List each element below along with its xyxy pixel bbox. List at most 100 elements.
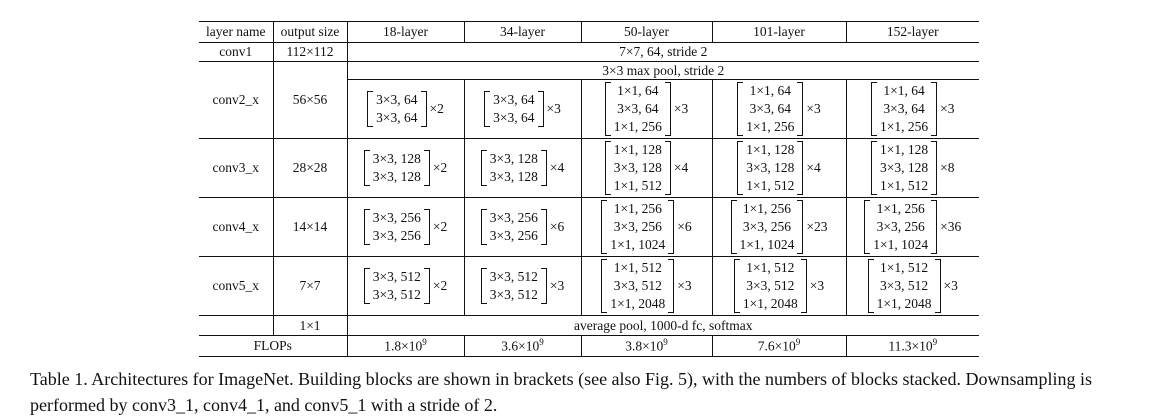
- block-cell: 1×1, 512 3×3, 512 1×1, 2048 ×3: [580, 256, 712, 316]
- block-multiplier: ×2: [432, 219, 448, 234]
- right-bracket: [934, 259, 941, 313]
- block-layer-line: 1×1, 2048: [876, 296, 932, 311]
- block-layer-line: 1×1, 64: [883, 83, 925, 98]
- block-layer-line: 3×3, 256: [489, 210, 538, 225]
- block-multiplier: ×2: [429, 101, 444, 116]
- block-layer-line: 1×1, 512: [746, 260, 795, 275]
- block-cell: 1×1, 512 3×3, 512 1×1, 2048 ×3: [845, 256, 979, 316]
- block-layer-line: 3×3, 64: [493, 92, 535, 107]
- block-bracket: 3×3, 128 3×3, 128: [480, 150, 547, 186]
- right-bracket: [797, 82, 804, 136]
- block-layer-line: 3×3, 64: [376, 110, 418, 125]
- block-layer-line: 1×1, 256: [746, 119, 795, 134]
- block-layer-line: 3×3, 64: [617, 101, 659, 116]
- right-bracket: [931, 200, 938, 254]
- block-layer-line: 3×3, 512: [489, 287, 538, 302]
- block-layer-line: 3×3, 128: [746, 160, 795, 175]
- block-cell: 1×1, 256 3×3, 256 1×1, 1024 ×23: [711, 197, 846, 257]
- bracketed-block: 1×1, 64 3×3, 64 1×1, 256 ×3: [871, 82, 955, 136]
- block-multiplier: ×6: [549, 219, 565, 234]
- output-size-cell: 28×28: [272, 138, 347, 198]
- right-bracket: [664, 82, 671, 136]
- layer-name-cell: [199, 315, 273, 336]
- block-layer-line: 3×3, 64: [883, 101, 925, 116]
- left-bracket: [484, 91, 491, 127]
- output-size-cell: 112×112: [272, 42, 347, 62]
- block-multiplier: ×4: [673, 160, 689, 175]
- flops-mantissa: 7.6×10: [757, 338, 796, 354]
- block-cell: 3×3, 512 3×3, 512 ×3: [463, 256, 581, 316]
- bracketed-block: 3×3, 512 3×3, 512 ×3: [480, 268, 564, 304]
- block-layer-line: 3×3, 256: [742, 219, 791, 234]
- pool-row: conv2_x 56×56 3×3 max pool, stride 2: [199, 61, 979, 139]
- left-bracket: [867, 259, 874, 313]
- left-bracket: [604, 141, 611, 195]
- layer-name-cell: conv5_x: [199, 256, 273, 316]
- layer-name-cell: conv2_x: [199, 61, 273, 139]
- right-bracket: [797, 200, 804, 254]
- output-size-cell: 14×14: [272, 197, 347, 257]
- right-bracket: [797, 141, 804, 195]
- block-layer-line: 1×1, 256: [613, 201, 662, 216]
- bracketed-block: 3×3, 64 3×3, 64 ×3: [484, 91, 561, 127]
- block-layer-line: 3×3, 512: [746, 278, 795, 293]
- right-bracket: [664, 141, 671, 195]
- bracketed-block: 1×1, 128 3×3, 128 1×1, 512 ×8: [871, 141, 955, 195]
- stage-row: conv4_x 14×14 3×3, 256 3×3, 256 ×2 3×3, 256 3×…: [199, 197, 979, 257]
- header-cell: output size: [272, 21, 347, 43]
- right-bracket: [420, 91, 427, 127]
- block-layer-line: 3×3, 128: [489, 151, 538, 166]
- block-cell: 1×1, 128 3×3, 128 1×1, 512 ×4: [580, 138, 712, 198]
- block-multiplier: ×6: [677, 219, 692, 234]
- block-bracket: 3×3, 64 3×3, 64: [367, 91, 427, 127]
- left-bracket: [363, 268, 370, 304]
- block-layer-line: 3×3, 512: [489, 269, 538, 284]
- block-cell: 1×1, 512 3×3, 512 1×1, 2048 ×3: [711, 256, 846, 316]
- flops-value-cell: 1.8×109: [346, 335, 464, 357]
- left-bracket: [604, 82, 611, 136]
- block-layer-line: 1×1, 1024: [873, 237, 929, 252]
- block-multiplier: ×3: [677, 278, 692, 293]
- right-bracket: [668, 259, 675, 313]
- header-cell: 50-layer: [580, 21, 712, 43]
- header-cell: layer name: [205, 24, 266, 39]
- right-bracket: [423, 150, 430, 186]
- flops-mantissa: 3.6×10: [501, 338, 540, 354]
- block-layer-line: 1×1, 64: [749, 83, 791, 98]
- block-layer-line: 1×1, 256: [876, 201, 925, 216]
- block-multiplier: ×3: [940, 101, 955, 116]
- block-multiplier: ×36: [940, 219, 962, 234]
- block-multiplier: ×23: [806, 219, 828, 234]
- block-layer-line: 1×1, 2048: [742, 296, 798, 311]
- block-multiplier: ×3: [546, 101, 561, 116]
- block-layer-line: 3×3, 128: [372, 169, 421, 184]
- layer-name-cell: conv4_x: [199, 197, 273, 257]
- bracketed-block: 3×3, 256 3×3, 256 ×2: [363, 209, 448, 245]
- left-bracket: [737, 141, 744, 195]
- block-layer-line: 1×1, 512: [880, 260, 929, 275]
- left-bracket: [601, 200, 608, 254]
- block-bracket: 1×1, 256 3×3, 256 1×1, 1024: [730, 200, 804, 254]
- bracketed-block: 1×1, 512 3×3, 512 1×1, 2048 ×3: [733, 259, 824, 313]
- block-layer-line: 1×1, 512: [746, 178, 795, 193]
- conv1-row: conv1 112×112 7×7, 64, stride 2: [199, 42, 979, 62]
- block-bracket: 1×1, 64 3×3, 64 1×1, 256: [737, 82, 804, 136]
- header-cell: 152-layer: [845, 21, 979, 43]
- block-layer-line: 3×3, 512: [613, 278, 662, 293]
- block-layer-line: 3×3, 64: [493, 110, 535, 125]
- block-multiplier: ×3: [806, 101, 821, 116]
- block-layer-line: 3×3, 128: [613, 160, 662, 175]
- block-cell: 3×3, 64 3×3, 64 ×2: [346, 79, 464, 139]
- block-bracket: 1×1, 128 3×3, 128 1×1, 512: [604, 141, 671, 195]
- block-bracket: 1×1, 256 3×3, 256 1×1, 1024: [601, 200, 675, 254]
- final-row: 1×1 average pool, 1000-d fc, softmax: [199, 315, 979, 336]
- right-bracket: [668, 200, 675, 254]
- block-bracket: 1×1, 512 3×3, 512 1×1, 2048: [867, 259, 941, 313]
- block-bracket: 1×1, 128 3×3, 128 1×1, 512: [737, 141, 804, 195]
- block-layer-line: 1×1, 512: [613, 178, 662, 193]
- block-cell: 3×3, 256 3×3, 256 ×2: [346, 197, 464, 257]
- block-layer-line: 3×3, 256: [372, 228, 421, 243]
- block-cell: 3×3, 128 3×3, 128 ×2: [346, 138, 464, 198]
- conv1-spec-cell: 7×7, 64, stride 2: [346, 42, 979, 62]
- flops-label-cell: FLOPs: [199, 335, 347, 357]
